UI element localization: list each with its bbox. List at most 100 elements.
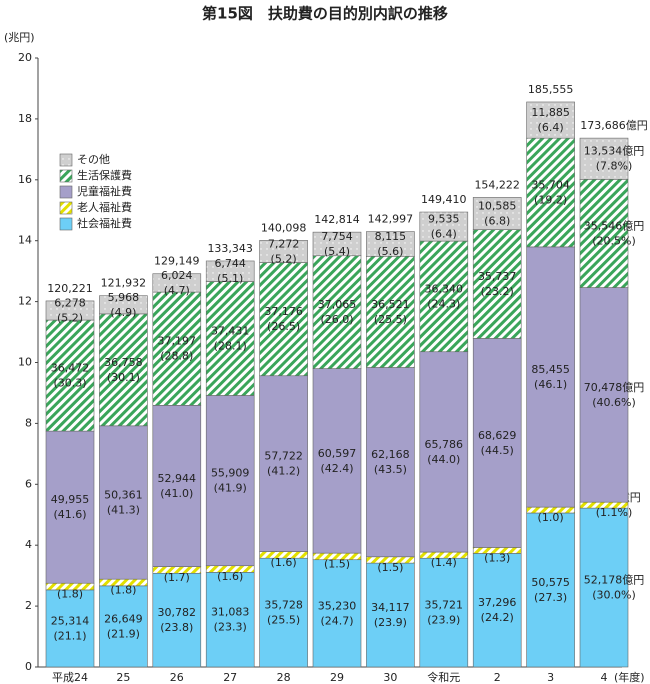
value-label: 60,597 bbox=[318, 447, 357, 460]
share-label: (1.3) bbox=[484, 551, 510, 564]
share-label: (25.5) bbox=[267, 614, 300, 627]
y-tick-label: 14 bbox=[18, 234, 32, 247]
bar-segment bbox=[205, 395, 255, 567]
bar-segment bbox=[366, 255, 415, 368]
share-label: (1.8) bbox=[57, 588, 83, 601]
x-tick-label: 29 bbox=[330, 671, 344, 684]
legend-swatch bbox=[59, 153, 73, 167]
share-label: (4.7) bbox=[164, 284, 190, 297]
bar-segment bbox=[99, 295, 148, 315]
y-tick-label: 16 bbox=[18, 173, 32, 186]
share-label: (1.4) bbox=[431, 556, 457, 569]
bar-segment bbox=[259, 240, 308, 263]
value-label: 8,115 bbox=[375, 230, 407, 243]
bar-segment bbox=[259, 262, 308, 377]
legend-label: 生活保護費 bbox=[77, 168, 132, 182]
share-label: (5.4) bbox=[324, 245, 350, 258]
share-label: (1.8) bbox=[110, 584, 136, 597]
legend-label: その他 bbox=[77, 153, 110, 166]
bar-segment bbox=[472, 197, 522, 230]
total-label: 173,686億円 bbox=[580, 119, 648, 132]
share-label: (25.5) bbox=[374, 313, 407, 326]
value-label: 52,178億円 bbox=[584, 574, 645, 587]
share-label: (7.8%) bbox=[596, 160, 633, 173]
share-label: (1.5) bbox=[324, 557, 350, 570]
value-label: 70,478億円 bbox=[584, 381, 645, 394]
share-label: (1.7) bbox=[164, 571, 190, 584]
share-label: (28.1) bbox=[214, 339, 247, 352]
bar-segment bbox=[152, 273, 202, 293]
share-label: (5.2) bbox=[57, 311, 83, 324]
share-label: (41.6) bbox=[53, 508, 86, 521]
total-label: 142,814 bbox=[314, 213, 360, 226]
y-tick-label: 18 bbox=[18, 112, 32, 125]
y-tick-label: 0 bbox=[25, 660, 32, 673]
value-label: 30,782 bbox=[158, 606, 197, 619]
value-label: 36,340 bbox=[425, 282, 464, 295]
x-tick-label: 26 bbox=[170, 671, 184, 684]
y-tick-label: 10 bbox=[18, 356, 32, 369]
total-label: 185,555 bbox=[528, 83, 574, 96]
value-label: 37,065 bbox=[318, 298, 357, 311]
x-tick-label: 4 bbox=[601, 671, 608, 684]
value-label: 13,534億円 bbox=[584, 145, 645, 158]
x-tick-label: 2 bbox=[494, 671, 501, 684]
y-tick-label: 2 bbox=[25, 599, 32, 612]
bar-segment bbox=[205, 281, 255, 396]
value-label: 10,585 bbox=[478, 200, 517, 213]
share-label: (28.8) bbox=[160, 350, 193, 363]
bar-segment bbox=[526, 137, 575, 248]
bar-segment bbox=[152, 291, 202, 406]
value-label: 34,117 bbox=[371, 601, 410, 614]
value-label: 35,728 bbox=[264, 599, 303, 612]
value-label: 35,721 bbox=[425, 599, 464, 612]
share-label: (23.8) bbox=[160, 621, 193, 634]
share-label: (30.3) bbox=[53, 377, 86, 390]
x-tick-label: 27 bbox=[223, 671, 237, 684]
x-tick-label: 令和元 bbox=[427, 670, 460, 684]
value-label: 35,704 bbox=[531, 179, 570, 192]
bar-segment bbox=[99, 425, 148, 580]
share-label: (46.1) bbox=[534, 378, 567, 391]
share-label: (6.4) bbox=[538, 121, 564, 134]
bar-segment bbox=[45, 319, 95, 432]
value-label: 36,472 bbox=[51, 362, 90, 375]
share-label: (26.5) bbox=[267, 320, 300, 333]
total-label: 149,410 bbox=[421, 193, 467, 206]
share-label: (23.9) bbox=[427, 614, 460, 627]
value-label: 7,754 bbox=[321, 230, 353, 243]
x-tick-label: 28 bbox=[277, 671, 291, 684]
bar-segment bbox=[472, 229, 522, 339]
total-label: 120,221 bbox=[47, 282, 93, 295]
share-label: (30.1) bbox=[107, 371, 140, 384]
share-label: (41.3) bbox=[107, 503, 140, 516]
share-label: (1.6) bbox=[271, 556, 297, 569]
share-label: (6.8) bbox=[484, 215, 510, 228]
share-label: (24.7) bbox=[320, 614, 353, 627]
y-tick-label: 6 bbox=[25, 477, 32, 490]
share-label: (5.1) bbox=[217, 272, 243, 285]
y-tick-label: 12 bbox=[18, 295, 32, 308]
y-axis-label: (兆円) bbox=[4, 31, 35, 44]
bar-segment bbox=[152, 572, 202, 668]
y-tick-label: 8 bbox=[25, 416, 32, 429]
value-label: 37,431 bbox=[211, 324, 250, 337]
share-label: (23.9) bbox=[374, 616, 407, 629]
share-label: (24.2) bbox=[481, 611, 514, 624]
value-label: 31,083 bbox=[211, 606, 250, 619]
value-label: 50,575 bbox=[531, 576, 570, 589]
value-label: 35,737 bbox=[478, 270, 517, 283]
bar-segment bbox=[472, 553, 522, 668]
value-label: 65,786 bbox=[425, 438, 464, 451]
legend-label: 社会福祉費 bbox=[77, 216, 132, 230]
x-tick-label: 平成24 bbox=[52, 671, 88, 684]
bar-segment bbox=[366, 367, 415, 558]
value-label: 50,361 bbox=[104, 488, 143, 501]
bar-segment bbox=[259, 375, 308, 552]
share-label: (24.3) bbox=[427, 297, 460, 310]
value-label: 6,024 bbox=[161, 269, 193, 282]
bar-segment bbox=[419, 211, 469, 242]
share-label: (23.3) bbox=[214, 621, 247, 634]
share-label: (1.5) bbox=[377, 561, 403, 574]
